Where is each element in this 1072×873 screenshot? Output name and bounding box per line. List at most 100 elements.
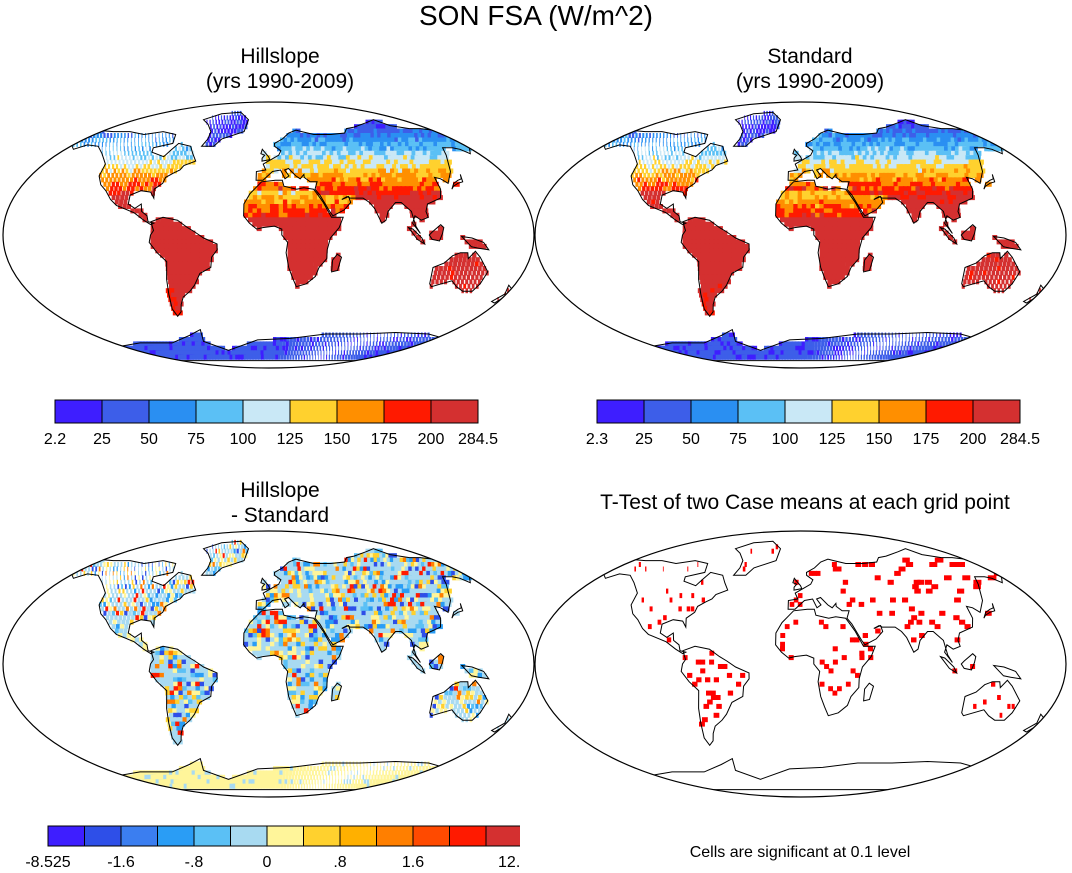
map-cell	[779, 345, 785, 351]
map-cell	[946, 155, 954, 161]
map-cell	[101, 177, 104, 183]
map-cell	[205, 141, 209, 147]
map-cell	[295, 270, 301, 276]
map-cell	[287, 239, 293, 245]
map-cell	[179, 292, 186, 298]
map-cell	[277, 164, 283, 170]
map-cell	[762, 350, 768, 356]
map-cell	[159, 570, 161, 576]
map-cell	[142, 212, 148, 218]
map-cell	[942, 190, 948, 196]
map-cell	[891, 332, 893, 338]
map-cell	[662, 208, 667, 214]
map-cell	[378, 181, 384, 187]
map-cell	[372, 141, 380, 147]
map-cell	[148, 570, 150, 576]
map-cell	[343, 199, 349, 205]
map-cell	[114, 199, 119, 205]
map-cell	[304, 155, 310, 161]
map-cell	[976, 172, 984, 178]
map-cell	[715, 266, 721, 271]
map-cell	[350, 562, 357, 567]
map-cell	[321, 195, 327, 201]
map-cell	[476, 270, 481, 276]
map-cell	[124, 195, 129, 201]
map-cell	[275, 350, 279, 356]
map-cell	[836, 266, 842, 271]
map-cell	[182, 337, 189, 342]
map-cell	[298, 146, 304, 152]
map-cell	[105, 137, 108, 143]
map-cell	[460, 566, 470, 572]
map-cell	[716, 159, 720, 165]
map-cell	[636, 164, 639, 170]
map-cell	[303, 279, 309, 285]
map-cell	[333, 141, 340, 147]
map-cell	[370, 332, 371, 338]
map-cell	[249, 354, 254, 360]
map-cell	[919, 186, 926, 192]
map-cell	[471, 274, 475, 280]
map-cell	[670, 354, 681, 360]
map-cell	[917, 354, 923, 360]
map-cell	[658, 354, 670, 360]
map-cell	[655, 354, 667, 360]
map-cell	[797, 217, 803, 223]
map-cell	[139, 164, 143, 170]
map-cell	[721, 337, 728, 342]
map-cell	[163, 239, 169, 245]
map-cell	[138, 141, 139, 147]
map-cell	[664, 354, 675, 360]
map-cell	[989, 133, 1000, 138]
map-cell	[830, 172, 836, 178]
map-cell	[755, 115, 758, 121]
map-cell	[389, 177, 396, 183]
map-cell	[262, 584, 267, 590]
map-cell	[214, 128, 217, 134]
map-cell	[168, 159, 172, 165]
map-cell	[123, 354, 135, 360]
map-cell	[320, 575, 327, 581]
map-cell	[278, 212, 284, 218]
map-cell	[862, 155, 869, 161]
map-cell	[308, 195, 314, 201]
map-cell	[900, 164, 907, 170]
map-cell	[347, 159, 354, 165]
map-cell	[679, 186, 684, 192]
map-cell	[315, 341, 318, 347]
map-cell	[747, 115, 749, 121]
map-cell	[283, 221, 289, 227]
map-cell	[395, 172, 403, 178]
map-cell	[90, 141, 93, 147]
map-cell	[400, 350, 406, 356]
map-cell	[421, 186, 428, 192]
map-cell	[361, 155, 368, 161]
map-cell	[833, 141, 839, 147]
map-cell	[971, 279, 975, 285]
map-cell	[939, 354, 945, 360]
map-cell	[861, 168, 868, 174]
map-cell	[434, 168, 442, 174]
map-cell	[753, 350, 760, 356]
map-cell	[394, 181, 401, 187]
map-cell	[173, 257, 179, 263]
map-cell	[801, 354, 805, 360]
map-cell	[289, 562, 295, 567]
map-cell	[385, 341, 388, 347]
map-cell	[335, 566, 342, 572]
map-cell	[746, 137, 749, 143]
map-cell	[124, 579, 126, 585]
map-cell	[886, 186, 892, 192]
map-cell	[714, 261, 721, 267]
map-cell	[443, 266, 448, 271]
map-cell	[309, 266, 314, 271]
map-cell	[900, 177, 907, 183]
map-cell	[827, 274, 833, 280]
map-cell	[391, 172, 399, 178]
map-cell	[239, 110, 242, 116]
map-cell	[722, 235, 728, 240]
map-cell	[278, 221, 284, 227]
map-cell	[613, 341, 624, 347]
map-cell	[964, 195, 971, 201]
map-cell	[312, 570, 318, 576]
